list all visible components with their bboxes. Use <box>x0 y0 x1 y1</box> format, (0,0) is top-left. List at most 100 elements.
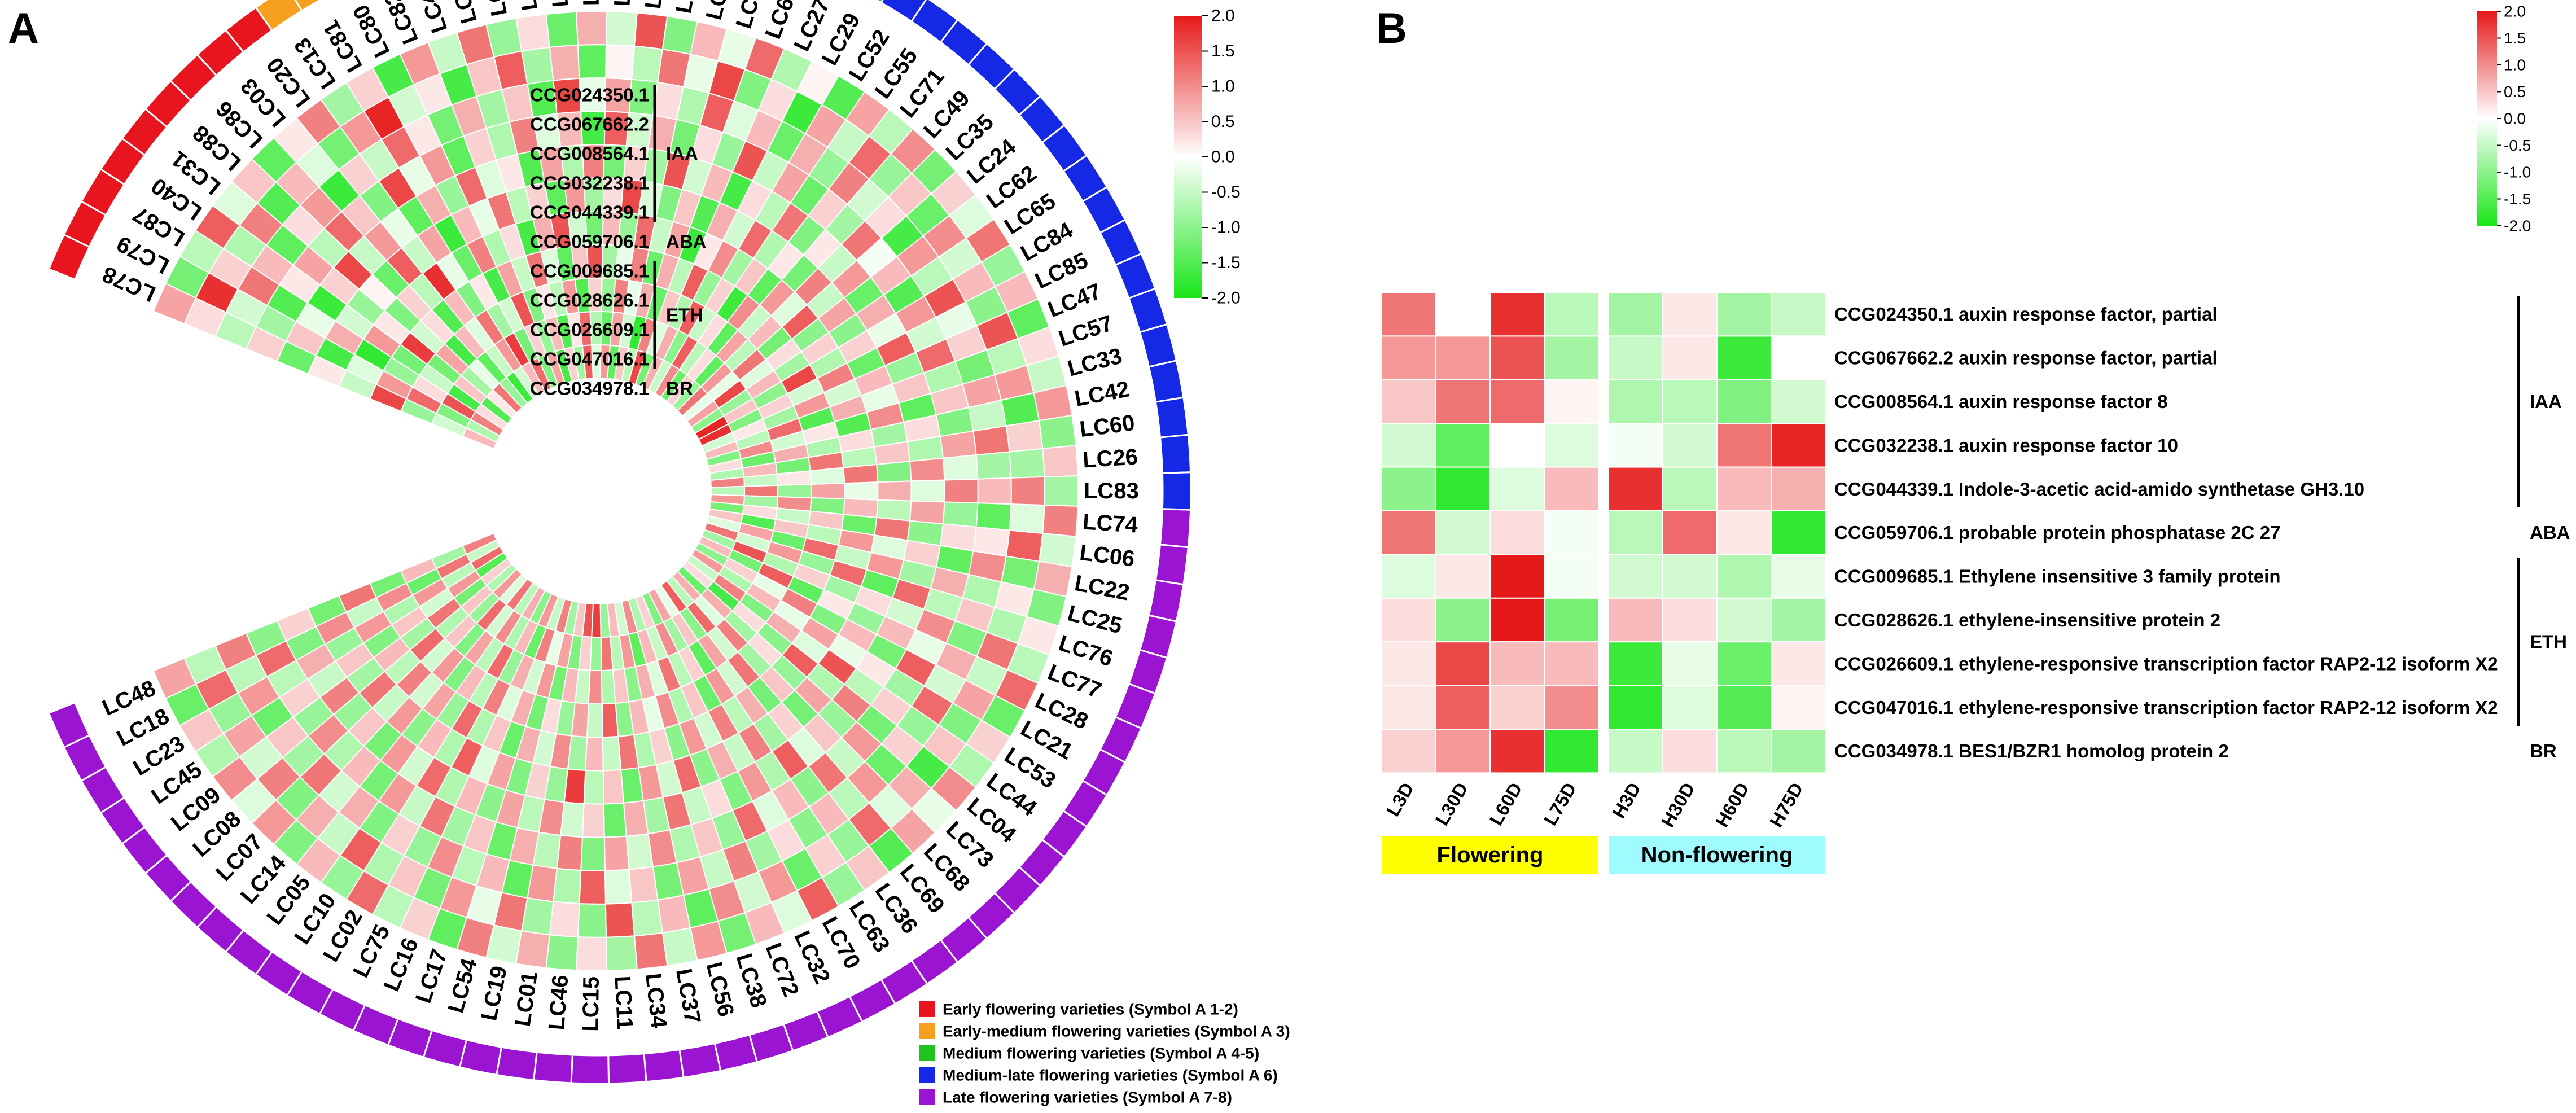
heatmap-b: CCG024350.1 auxin response factor, parti… <box>1381 292 2570 874</box>
heatmap-cell <box>1381 335 1436 380</box>
circ-cell <box>942 501 979 528</box>
legend-label: Medium flowering varieties (Symbol A 4-5… <box>943 1045 1259 1062</box>
sample-label: LC37 <box>671 967 705 1026</box>
circ-cell <box>1009 503 1045 534</box>
heatmap-cell <box>1771 423 1826 468</box>
heatmap-cell <box>1716 292 1772 337</box>
group-ring-cell <box>607 1053 647 1085</box>
circ-cell <box>977 477 1012 505</box>
heatmap-cell <box>1608 379 1663 424</box>
heatmap-cell <box>1489 554 1545 599</box>
column-label: H3D <box>1608 779 1645 822</box>
circ-cell <box>588 669 603 705</box>
colorbar-a-tick-label: -1.5 <box>1211 253 1241 272</box>
column-label: L3D <box>1382 779 1418 820</box>
colorbar-a-tick-label: -2.0 <box>1211 289 1241 308</box>
heatmap-cell <box>1771 729 1826 774</box>
sample-label: LC22 <box>1072 571 1131 606</box>
column-group-label: Flowering <box>1437 843 1544 867</box>
circ-cell <box>1010 476 1045 506</box>
circ-cell <box>549 44 580 81</box>
circ-cell <box>942 454 979 481</box>
circ-cell <box>1038 533 1077 568</box>
heatmap-cell <box>1608 554 1663 599</box>
sample-label: LC46 <box>544 974 573 1031</box>
heatmap-cell <box>1489 292 1545 337</box>
row-label: CCG009685.1 Ethylene insensitive 3 famil… <box>1834 566 2281 587</box>
column-group-bar <box>1382 836 1598 874</box>
circ-cell <box>633 932 668 970</box>
heatmap-cell <box>1771 335 1826 380</box>
heatmap-cell <box>1381 423 1436 468</box>
row-label: CCG044339.1 Indole-3-acetic acid-amido s… <box>1834 479 2364 499</box>
heatmap-cell <box>1381 685 1436 730</box>
circ-cell <box>633 12 668 50</box>
gene-label: CCG047016.1 <box>530 349 649 370</box>
circ-cell <box>1044 475 1079 507</box>
heatmap-cell <box>1544 335 1599 380</box>
gene-label: CCG024350.1 <box>530 85 649 106</box>
heatmap-cell <box>1716 729 1772 774</box>
heatmap-cell <box>1381 554 1436 599</box>
heatmap-cell <box>1381 597 1436 643</box>
sample-label: LC26 <box>1082 444 1138 472</box>
heatmap-cell <box>1662 597 1718 643</box>
heatmap-cell <box>1544 685 1599 730</box>
circ-cell <box>1009 448 1045 479</box>
heatmap-cell <box>1608 685 1663 730</box>
row-class-label: BR <box>2530 740 2557 761</box>
heatmap-cell <box>1381 379 1436 424</box>
heatmap-cell <box>1716 597 1772 643</box>
circ-cell <box>844 481 879 501</box>
column-group-bar <box>1609 836 1825 874</box>
colorbar-a-tick-label: -1.0 <box>1211 218 1241 237</box>
group-ring-cell <box>678 1042 722 1079</box>
colorbar-b: 2.0 1.5 1.0 0.5 0.0 -0.5 -1.0 -1.5 -2.0 <box>2477 3 2531 235</box>
gene-label: CCG044339.1 <box>530 202 649 223</box>
circ-cell <box>601 669 616 705</box>
heatmap-cell <box>1771 685 1826 730</box>
heatmap-cell <box>1716 685 1772 730</box>
colorbar-a-tick-label: 1.0 <box>1211 77 1235 96</box>
legend-label: Medium-late flowering varieties (Symbol … <box>943 1067 1278 1084</box>
group-ring-cell <box>458 1038 503 1076</box>
sample-label: LC42 <box>1072 376 1131 411</box>
circ-cell <box>743 484 779 498</box>
sample-label: LC30 <box>671 0 705 15</box>
heatmap-cell <box>1435 554 1491 599</box>
row-label: CCG026609.1 ethylene-responsive transcri… <box>1834 653 2498 674</box>
heatmap-cell <box>1381 729 1436 774</box>
sample-label: LC58 <box>510 0 542 12</box>
gene-class-label: ETH <box>666 305 703 326</box>
heatmap-cell <box>1716 466 1772 511</box>
group-ring-cell <box>570 1054 610 1085</box>
heatmap-cell <box>1771 379 1826 424</box>
group-ring-cell <box>294 0 322 12</box>
row-label: CCG034978.1 BES1/BZR1 homolog protein 2 <box>1834 740 2229 761</box>
heatmap-cell <box>1716 554 1772 599</box>
colorbar-b-tick-label: 1.5 <box>2504 29 2526 47</box>
heatmap-cell <box>1489 729 1545 774</box>
gene-label: CCG008564.1 <box>530 143 649 164</box>
heatmap-cell <box>1544 292 1599 337</box>
circ-cell <box>631 899 663 937</box>
heatmap-cell <box>1435 597 1491 643</box>
circ-cell <box>877 480 912 502</box>
circ-cell <box>601 702 619 738</box>
sample-label: LC54 <box>444 956 482 1016</box>
circ-cell <box>909 500 945 525</box>
sample-label: LC25 <box>1065 601 1125 638</box>
heatmap-cell <box>1435 466 1491 511</box>
flowering-legend: Early flowering varieties (Symbol A 1-2)… <box>919 1001 1290 1106</box>
circ-cell <box>809 467 845 485</box>
group-ring-cell <box>643 1048 685 1083</box>
heatmap-cell <box>1662 423 1718 468</box>
heatmap-cell <box>1435 423 1491 468</box>
heatmap-cell <box>1608 729 1663 774</box>
sample-label: LC12 <box>544 0 573 8</box>
heatmap-cell <box>1435 510 1491 555</box>
row-label: CCG008564.1 auxin response factor 8 <box>1834 391 2168 412</box>
gene-label: CCG028626.1 <box>530 290 649 311</box>
